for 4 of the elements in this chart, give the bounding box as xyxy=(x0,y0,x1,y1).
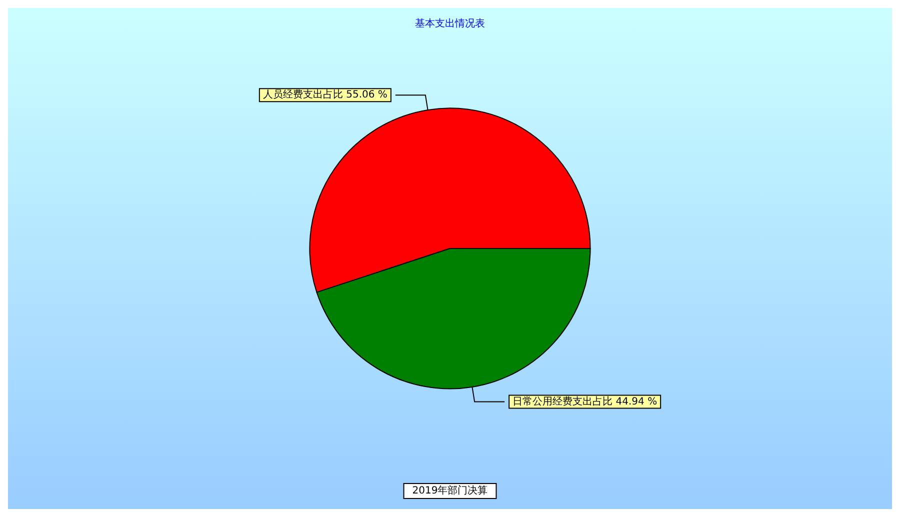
slice-label: 人员经费支出占比 55.06 % xyxy=(262,88,388,101)
slice-label: 日常公用经费支出占比 44.94 % xyxy=(512,395,658,408)
chart-title: 基本支出情况表 xyxy=(415,18,485,30)
text: 2019年部门决算 xyxy=(412,484,488,496)
